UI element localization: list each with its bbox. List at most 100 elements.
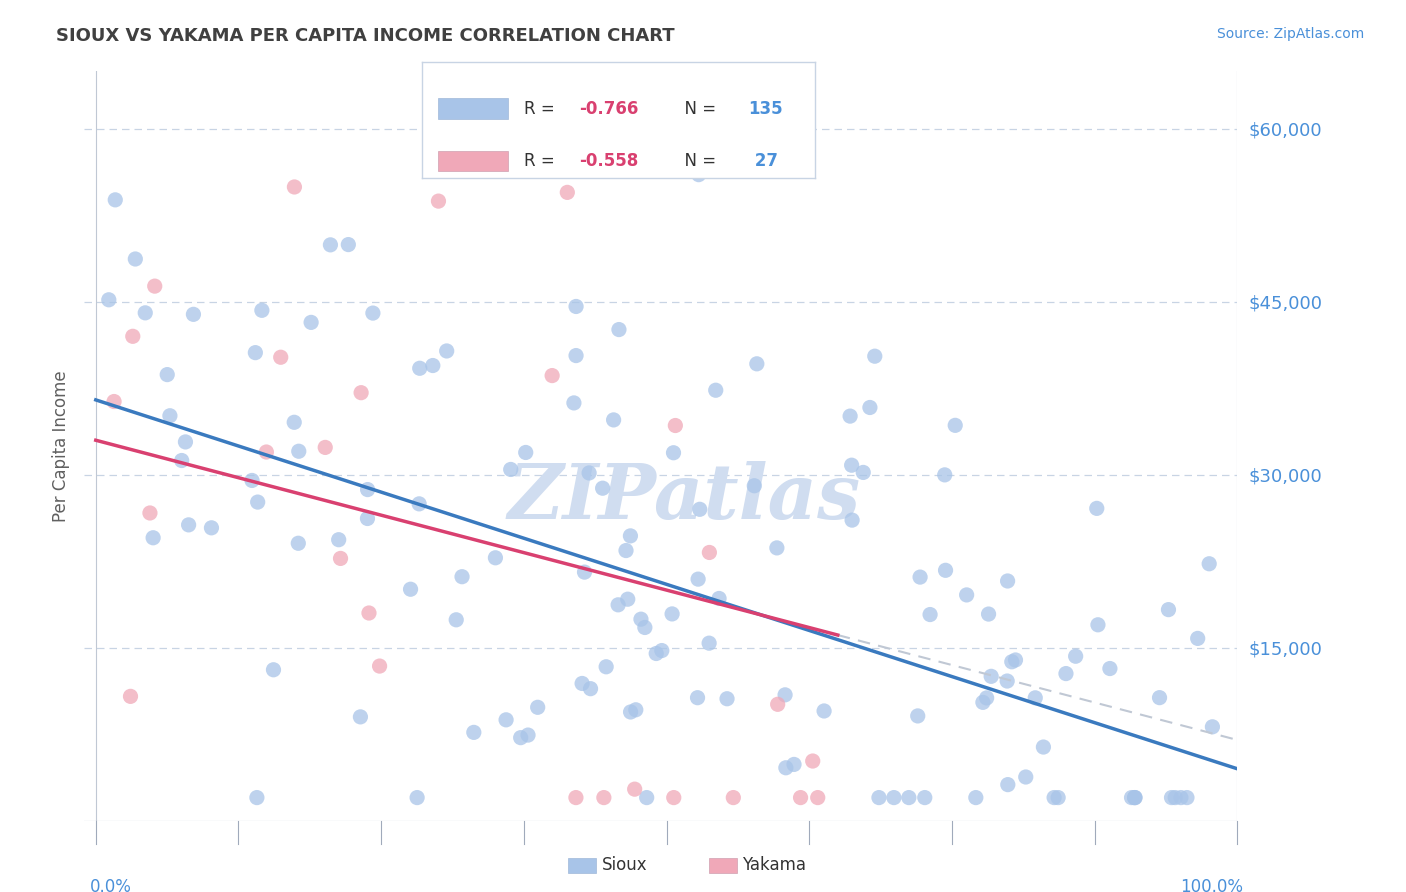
- Point: [1085, 501, 1108, 516]
- Point: [1149, 690, 1171, 705]
- Point: [1054, 666, 1077, 681]
- Point: [183, 307, 205, 321]
- Point: [174, 434, 197, 449]
- Point: [841, 513, 863, 527]
- Point: [103, 394, 125, 409]
- Point: [783, 757, 806, 772]
- Point: [177, 517, 200, 532]
- Point: [246, 790, 269, 805]
- Point: [723, 790, 745, 805]
- Y-axis label: Per Capita Income: Per Capita Income: [52, 370, 70, 522]
- Point: [956, 588, 979, 602]
- Point: [943, 418, 966, 433]
- Point: [143, 279, 166, 293]
- Text: -0.766: -0.766: [579, 100, 638, 118]
- Point: [1032, 739, 1054, 754]
- Point: [1123, 790, 1146, 805]
- Text: 100.0%: 100.0%: [1180, 879, 1243, 892]
- Point: [337, 237, 360, 252]
- Point: [329, 551, 352, 566]
- Point: [263, 663, 285, 677]
- Point: [619, 705, 641, 719]
- Point: [1170, 790, 1192, 805]
- Point: [697, 636, 720, 650]
- Point: [156, 368, 179, 382]
- Point: [614, 543, 637, 558]
- Point: [841, 458, 863, 473]
- Point: [997, 574, 1019, 588]
- Point: [775, 761, 797, 775]
- Text: R =: R =: [524, 152, 560, 170]
- Point: [406, 790, 429, 805]
- Point: [356, 483, 378, 497]
- Point: [246, 495, 269, 509]
- Point: [565, 790, 588, 805]
- Point: [509, 731, 531, 745]
- Point: [134, 306, 156, 320]
- Point: [499, 462, 522, 476]
- Point: [350, 385, 373, 400]
- Point: [634, 620, 657, 634]
- Point: [662, 446, 685, 460]
- Point: [142, 531, 165, 545]
- Point: [645, 647, 668, 661]
- Point: [766, 698, 789, 712]
- Point: [408, 497, 430, 511]
- Point: [689, 502, 711, 516]
- Text: Source: ZipAtlas.com: Source: ZipAtlas.com: [1216, 27, 1364, 41]
- Point: [562, 396, 585, 410]
- Point: [707, 591, 730, 606]
- Point: [630, 612, 652, 626]
- Point: [592, 481, 614, 495]
- Point: [766, 541, 789, 555]
- Point: [595, 660, 617, 674]
- Point: [200, 521, 222, 535]
- Point: [934, 467, 956, 482]
- Point: [526, 700, 548, 714]
- Text: SIOUX VS YAKAMA PER CAPITA INCOME CORRELATION CHART: SIOUX VS YAKAMA PER CAPITA INCOME CORREL…: [56, 27, 675, 45]
- Point: [619, 529, 641, 543]
- Bar: [709, 858, 737, 872]
- Point: [139, 506, 162, 520]
- Point: [1043, 790, 1066, 805]
- Text: 27: 27: [748, 152, 778, 170]
- Point: [980, 669, 1002, 683]
- Point: [159, 409, 181, 423]
- Point: [436, 343, 458, 358]
- Point: [863, 349, 886, 363]
- Point: [399, 582, 422, 597]
- Text: N =: N =: [673, 100, 721, 118]
- Text: 0.0%: 0.0%: [90, 879, 132, 892]
- Point: [883, 790, 905, 805]
- Point: [541, 368, 564, 383]
- Point: [624, 703, 647, 717]
- Point: [328, 533, 350, 547]
- Point: [517, 728, 540, 742]
- Point: [270, 351, 292, 365]
- Point: [124, 252, 146, 266]
- Point: [1198, 557, 1220, 571]
- Point: [170, 453, 193, 467]
- Point: [661, 607, 683, 621]
- Point: [935, 563, 957, 577]
- Point: [607, 598, 630, 612]
- Point: [495, 713, 517, 727]
- Point: [565, 349, 588, 363]
- Point: [578, 466, 600, 480]
- Point: [636, 790, 658, 805]
- Point: [283, 415, 305, 429]
- Point: [1164, 790, 1187, 805]
- Point: [1175, 790, 1198, 805]
- Point: [444, 152, 467, 166]
- Point: [1087, 617, 1109, 632]
- Point: [801, 754, 824, 768]
- Point: [287, 536, 309, 550]
- Point: [451, 570, 474, 584]
- Point: [699, 545, 721, 559]
- Point: [651, 643, 673, 657]
- Point: [807, 790, 830, 805]
- Point: [1123, 790, 1146, 805]
- Point: [1123, 790, 1146, 805]
- Bar: [437, 151, 509, 171]
- Point: [688, 168, 710, 182]
